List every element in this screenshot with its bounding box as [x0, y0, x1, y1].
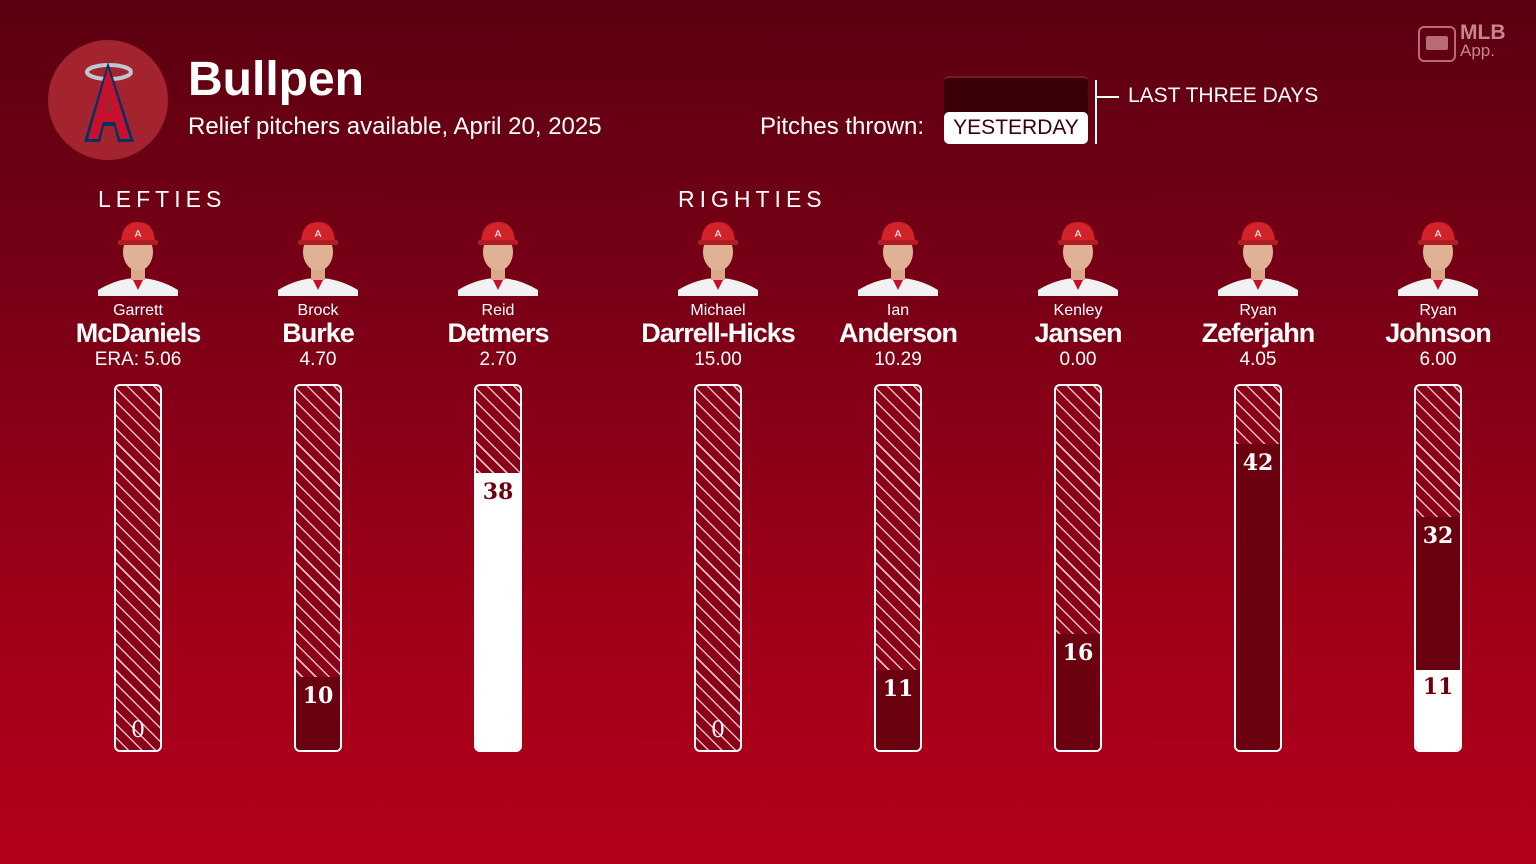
group-label-righties: RIGHTIES: [678, 186, 827, 212]
pitcher-era: 0.00: [1059, 349, 1097, 370]
player-headshot-icon: A: [1398, 216, 1478, 296]
pitcher-card: A Michael Darrell-Hicks 15.00: [628, 216, 808, 371]
pitcher-first-name: Brock: [297, 302, 339, 319]
bar-value-label: 0: [131, 718, 145, 743]
bar-value-label: 16: [1062, 639, 1094, 666]
pitcher-first-name: Ryan: [1419, 302, 1457, 319]
bar-value-label: 11: [882, 675, 914, 702]
pitcher-era: 10.29: [874, 349, 922, 370]
bar-segment-three-days: [1236, 444, 1280, 750]
bar-value-label: 10: [302, 683, 334, 710]
app-wordmark: App.: [1460, 41, 1495, 60]
pitcher-era: 4.70: [299, 349, 337, 370]
svg-text:A: A: [495, 229, 502, 240]
player-headshot-icon: A: [1038, 216, 1118, 296]
pitcher-card: A Ryan Johnson 6.00: [1348, 216, 1528, 371]
player-headshot-icon: A: [678, 216, 758, 296]
pitcher-card: A Ryan Zeferjahn 4.05: [1168, 216, 1348, 371]
page-title: Bullpen: [188, 53, 364, 106]
team-logo: [48, 40, 168, 160]
player-headshot-icon: A: [458, 216, 538, 296]
group-label-lefties: LEFTIES: [98, 186, 227, 212]
pitcher-card: A Ian Anderson 10.29: [808, 216, 988, 371]
pitcher-first-name: Reid: [481, 302, 515, 319]
pitch-count-bar: 0: [694, 384, 742, 752]
pitcher-era: 2.70: [479, 349, 517, 370]
pitcher-last-name: Detmers: [447, 318, 549, 348]
pitch-count-bar: 16: [1054, 384, 1102, 752]
svg-text:A: A: [135, 229, 142, 240]
pitch-count-bar: 42: [1234, 384, 1282, 752]
pitcher-card: A Reid Detmers 2.70: [408, 216, 588, 371]
page-subtitle: Relief pitchers available, April 20, 202…: [188, 113, 602, 140]
pitch-count-bar: 38: [474, 384, 522, 752]
pitcher-last-name: Darrell-Hicks: [641, 318, 796, 348]
pitcher-era: 4.05: [1239, 349, 1277, 370]
legend-bracket-tick: [1095, 96, 1119, 98]
legend-swatch-yesterday: YESTERDAY: [944, 112, 1088, 144]
pitcher-last-name: McDaniels: [75, 318, 202, 348]
pitcher-first-name: Garrett: [113, 302, 163, 319]
bar-value-label: 32: [1422, 523, 1454, 550]
legend-label-three-days: LAST THREE DAYS: [1128, 84, 1319, 107]
pitcher-last-name: Anderson: [838, 318, 958, 348]
angels-logo-icon: [84, 62, 134, 142]
pitches-thrown-label: Pitches thrown:: [760, 113, 925, 140]
svg-text:A: A: [715, 229, 722, 240]
bar-value-label: 38: [482, 479, 514, 506]
pitch-count-bar: 0: [114, 384, 162, 752]
bar-segment-yesterday: [1416, 669, 1460, 750]
pitcher-first-name: Kenley: [1053, 302, 1103, 319]
pitch-count-bar: 10: [294, 384, 342, 752]
svg-text:A: A: [315, 229, 322, 240]
bar-segment-three-days: [1056, 633, 1100, 750]
pitcher-last-name: Zeferjahn: [1201, 318, 1316, 348]
bar-segment-three-days: [876, 669, 920, 750]
pitcher-first-name: Michael: [690, 302, 746, 319]
pitcher-era: 6.00: [1419, 349, 1457, 370]
svg-text:A: A: [1255, 229, 1262, 240]
pitcher-last-name: Jansen: [1034, 318, 1122, 348]
pitch-count-bar: 32 11: [1414, 384, 1462, 752]
bar-value-label: 42: [1242, 450, 1274, 477]
legend-bracket: [1095, 80, 1097, 144]
bar-segment-yesterday: [476, 473, 520, 750]
pitcher-card: A Kenley Jansen 0.00: [988, 216, 1168, 371]
mlb-logo-icon: [1418, 26, 1456, 62]
bar-segment-three-days: [296, 677, 340, 750]
svg-text:A: A: [895, 229, 902, 240]
pitcher-era: 15.00: [694, 349, 742, 370]
pitcher-last-name: Burke: [282, 318, 355, 348]
svg-text:A: A: [1435, 229, 1442, 240]
pitcher-card: A Brock Burke 4.70: [228, 216, 408, 371]
svg-text:A: A: [1075, 229, 1082, 240]
pitcher-first-name: Ryan: [1239, 302, 1277, 319]
player-headshot-icon: A: [1218, 216, 1298, 296]
mlb-app-wordmark: MLB App.: [1460, 21, 1506, 60]
mlb-wordmark: MLB: [1460, 21, 1506, 44]
player-headshot-icon: A: [278, 216, 358, 296]
pitcher-first-name: Ian: [886, 302, 910, 319]
player-headshot-icon: A: [858, 216, 938, 296]
pitch-count-bar: 11: [874, 384, 922, 752]
pitcher-last-name: Johnson: [1385, 318, 1492, 348]
pitcher-era: ERA: 5.06: [94, 349, 182, 370]
bar-value-label-yesterday: 11: [1422, 673, 1454, 700]
bar-value-label: 0: [711, 718, 725, 743]
player-headshot-icon: A: [98, 216, 178, 296]
pitcher-card: A Garrett McDaniels ERA: 5.06: [48, 216, 228, 371]
